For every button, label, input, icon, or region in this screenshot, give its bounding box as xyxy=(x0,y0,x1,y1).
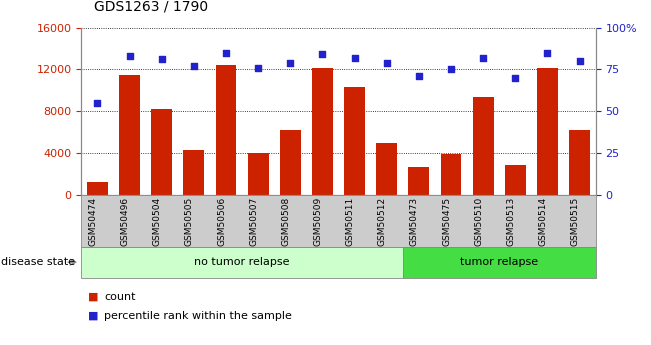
Point xyxy=(446,67,456,72)
Bar xyxy=(312,68,333,195)
Text: no tumor relapse: no tumor relapse xyxy=(195,257,290,267)
Text: GSM50515: GSM50515 xyxy=(570,197,579,246)
Text: GSM50504: GSM50504 xyxy=(153,197,161,246)
Point xyxy=(381,60,392,66)
Point xyxy=(542,50,553,56)
Text: GSM50510: GSM50510 xyxy=(474,197,483,246)
Point xyxy=(124,53,135,59)
Bar xyxy=(215,65,236,195)
Point xyxy=(189,63,199,69)
Point xyxy=(253,65,264,70)
Point xyxy=(413,73,424,79)
Point xyxy=(350,55,360,60)
Text: GSM50505: GSM50505 xyxy=(185,197,194,246)
Text: GSM50514: GSM50514 xyxy=(538,197,547,246)
Point xyxy=(317,52,327,57)
Point xyxy=(510,75,521,80)
Bar xyxy=(184,150,204,195)
Text: GSM50509: GSM50509 xyxy=(313,197,322,246)
Bar xyxy=(248,152,269,195)
Text: GSM50473: GSM50473 xyxy=(410,197,419,246)
Text: GDS1263 / 1790: GDS1263 / 1790 xyxy=(94,0,208,14)
Text: GSM50511: GSM50511 xyxy=(346,197,355,246)
Bar xyxy=(119,75,140,195)
Bar xyxy=(505,165,526,195)
Point xyxy=(156,57,167,62)
Bar xyxy=(376,142,397,195)
Bar xyxy=(87,183,108,195)
Text: GSM50512: GSM50512 xyxy=(378,197,387,246)
Point xyxy=(92,100,103,106)
Text: GSM50506: GSM50506 xyxy=(217,197,226,246)
Text: count: count xyxy=(104,292,135,302)
Bar xyxy=(441,154,462,195)
Text: ■: ■ xyxy=(88,292,98,302)
Text: GSM50508: GSM50508 xyxy=(281,197,290,246)
Text: disease state: disease state xyxy=(1,257,76,267)
Bar xyxy=(473,97,493,195)
Point xyxy=(574,58,585,64)
Bar xyxy=(569,130,590,195)
Bar xyxy=(280,130,301,195)
Text: GSM50474: GSM50474 xyxy=(89,197,98,246)
Text: GSM50513: GSM50513 xyxy=(506,197,516,246)
Bar xyxy=(344,87,365,195)
Text: ■: ■ xyxy=(88,311,98,321)
Text: GSM50507: GSM50507 xyxy=(249,197,258,246)
Point xyxy=(285,60,296,66)
Text: tumor relapse: tumor relapse xyxy=(460,257,538,267)
Bar xyxy=(537,68,558,195)
Text: GSM50475: GSM50475 xyxy=(442,197,451,246)
Text: GSM50496: GSM50496 xyxy=(120,197,130,246)
Bar xyxy=(408,167,429,195)
Text: percentile rank within the sample: percentile rank within the sample xyxy=(104,311,292,321)
Point xyxy=(478,55,488,60)
Point xyxy=(221,50,231,56)
Bar xyxy=(151,109,172,195)
